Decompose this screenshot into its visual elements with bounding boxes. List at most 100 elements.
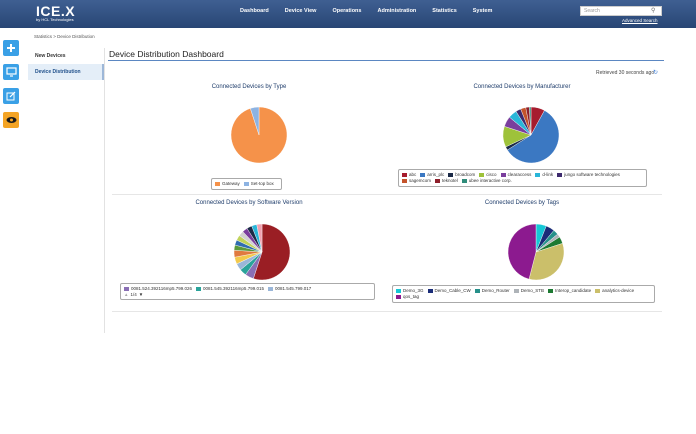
legend-item[interactable]: qos_tag <box>396 294 419 300</box>
chart-title-by-type: Connected Devices by Type <box>211 84 287 90</box>
legend-item[interactable]: abc <box>402 172 416 178</box>
subnav-item-device-distribution[interactable]: Device Distribution <box>28 64 104 80</box>
legend-by-manufacturer: abc arris_plc broadcom cisco clearaccess d-li… <box>398 169 647 187</box>
legend-swatch <box>427 289 433 293</box>
legend-label: abc <box>409 172 417 177</box>
pie-slice[interactable] <box>507 223 537 280</box>
chart-title-by-tags: Connected Devices by Tags <box>484 200 560 206</box>
legend-item[interactable]: sagemcom <box>402 178 431 184</box>
add-button[interactable] <box>3 40 19 56</box>
legend-label: ubee interactive corp. <box>468 178 512 183</box>
legend-item[interactable]: Demo_Router <box>474 288 510 294</box>
plus-icon <box>7 44 15 52</box>
pie-chart-by-software-version[interactable] <box>232 222 292 282</box>
legend-label: cisco <box>486 172 497 177</box>
pager-down-icon[interactable]: ▼ <box>138 292 144 297</box>
legend-label: Demo_Router <box>481 288 510 293</box>
legend-swatch <box>402 179 407 183</box>
pie-slice[interactable] <box>253 223 291 281</box>
legend-label: 0081.524.392116mp5.799.026 <box>131 286 192 291</box>
legend-swatch <box>267 287 273 291</box>
legend-item[interactable]: clearaccess <box>500 172 531 178</box>
legend-item[interactable]: analytics-device <box>595 288 634 294</box>
nav-item-system[interactable]: System <box>472 8 493 14</box>
search-input[interactable]: Search <box>580 6 662 16</box>
legend-item[interactable]: Demo_3G <box>396 288 424 294</box>
legend-item[interactable]: 0081.524.392116mp5.799.026 <box>124 286 192 292</box>
legend-item[interactable]: cisco <box>479 172 497 178</box>
chart-title-by-software-version: Connected Devices by Software Version <box>195 200 303 206</box>
pie-chart-by-type[interactable] <box>229 105 289 165</box>
legend-swatch <box>500 173 506 177</box>
pager-up-icon[interactable]: ▲ <box>124 292 129 297</box>
sub-navigation: New Devices Device Distribution <box>28 48 104 80</box>
monitor-eye-button[interactable] <box>3 112 19 128</box>
pie-chart-by-manufacturer[interactable] <box>501 105 561 165</box>
legend-item[interactable]: Gateway <box>215 181 240 187</box>
legend-swatch <box>461 179 467 183</box>
legend-label: 0081.545.799.017 <box>274 286 312 291</box>
legend-label: teknotel <box>442 178 458 183</box>
legend-swatch <box>124 287 129 291</box>
legend-label: d-link <box>542 172 554 177</box>
legend-item[interactable]: Demo_Cable_CW <box>427 288 471 294</box>
legend-label: Gateway <box>222 181 240 186</box>
legend-item[interactable]: jungo software technologies <box>557 172 620 178</box>
legend-swatch <box>396 295 401 299</box>
legend-by-software-version: 0081.524.392116mp5.799.026 0081.545.39211… <box>120 283 375 300</box>
legend-label: Interop_candidate <box>555 288 592 293</box>
legend-label: qos_tag <box>403 294 420 299</box>
legend-swatch <box>396 289 401 293</box>
pie-slice[interactable] <box>250 106 260 136</box>
legend-swatch <box>420 173 426 177</box>
legend-item[interactable]: d-link <box>535 172 553 178</box>
legend-label: sagemcom <box>409 178 432 183</box>
legend-item[interactable]: teknotel <box>435 178 458 184</box>
legend-label: jungo software technologies <box>564 172 620 177</box>
nav-item-dashboard[interactable]: Dashboard <box>240 8 269 14</box>
nav-item-operations[interactable]: Operations <box>332 8 362 14</box>
nav-item-statistics[interactable]: Statistics <box>432 8 457 14</box>
subnav-item-new-devices[interactable]: New Devices <box>35 53 66 59</box>
advanced-search-link[interactable]: Advanced Search <box>622 18 658 23</box>
eye-icon <box>6 117 16 123</box>
pie-chart-by-tags[interactable] <box>506 222 566 282</box>
nav-item-administration[interactable]: Administration <box>377 8 417 14</box>
edit-button[interactable] <box>3 88 19 104</box>
legend-swatch <box>195 287 201 291</box>
legend-swatch <box>448 173 454 177</box>
edit-icon <box>6 91 16 101</box>
legend-swatch <box>557 173 563 177</box>
nav-item-device-view[interactable]: Device View <box>284 8 317 14</box>
legend-by-tags: Demo_3G Demo_Cable_CW Demo_Router Demo_STB I… <box>392 285 655 303</box>
legend-label: analytics-device <box>602 288 635 293</box>
legend-swatch <box>474 289 480 293</box>
app-logo[interactable]: ICE.X by HCL Technologies <box>36 3 75 22</box>
legend-item[interactable]: Interop_candidate <box>548 288 591 294</box>
legend-item[interactable]: Set-top box <box>243 181 274 187</box>
legend-item[interactable]: 0081.545.799.017 <box>267 286 312 292</box>
legend-swatch <box>595 289 601 293</box>
legend-item[interactable]: 0081.545.392116mp5.799.015 <box>195 286 264 292</box>
legend-pager: ▲ 1/4 ▼ <box>124 292 371 297</box>
legend-label: Demo_Cable_CW <box>434 288 471 293</box>
monitor-icon <box>5 67 17 77</box>
pie-slice[interactable] <box>528 243 565 281</box>
pager-text: 1/4 <box>130 292 137 297</box>
device-view-button[interactable] <box>3 64 19 80</box>
legend-item[interactable]: broadcom <box>448 172 475 178</box>
legend-item[interactable]: ubee interactive corp. <box>461 178 512 184</box>
pie-slice[interactable] <box>256 223 263 253</box>
refresh-icon[interactable]: ↻ <box>653 70 659 76</box>
legend-item[interactable]: Demo_STB <box>513 288 544 294</box>
legend-item[interactable]: arris_plc <box>420 172 444 178</box>
pie-slice[interactable] <box>507 110 560 164</box>
title-divider <box>108 60 664 61</box>
legend-label: arris_plc <box>427 172 445 177</box>
pie-slice[interactable] <box>529 106 532 136</box>
legend-swatch <box>243 182 249 186</box>
legend-swatch <box>402 173 407 177</box>
search-icon[interactable]: ⚲ <box>651 8 656 14</box>
row-divider <box>112 194 662 195</box>
main-nav: Dashboard Device View Operations Adminis… <box>240 8 508 14</box>
